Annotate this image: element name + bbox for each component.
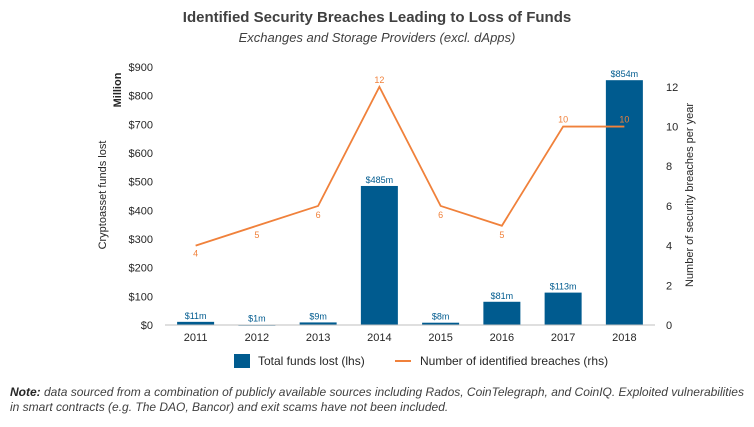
line-value-label: 10	[558, 115, 568, 125]
footnote: Note: data sourced from a combination of…	[10, 385, 750, 415]
line-value-label: 6	[438, 210, 443, 220]
bar	[360, 185, 398, 325]
breaches-line	[195, 84, 625, 247]
bar-value-label: $9m	[309, 311, 327, 321]
line-value-label: 5	[499, 230, 504, 240]
chart-title: Identified Security Breaches Leading to …	[182, 9, 572, 26]
legend-swatch-bars	[234, 354, 250, 368]
bar	[422, 322, 460, 325]
bar-value-label: $113m	[550, 282, 577, 292]
bar-value-label: $1m	[248, 314, 266, 324]
right-tick-label: 2	[666, 280, 672, 292]
line-value-label: 4	[193, 249, 198, 259]
left-tick-label: $100	[129, 291, 153, 303]
chart-canvas: $0 $100 $200 $300 $400 $500 $600 $700 $800 $900 0 2…	[97, 62, 696, 368]
left-tick-label: $600	[129, 148, 153, 160]
bar-value-label: $854m	[611, 69, 639, 79]
legend-label-line: Number of identified breaches (rhs)	[420, 354, 608, 368]
x-tick-label: 2013	[306, 332, 330, 344]
left-tick-label: $200	[129, 263, 153, 275]
chart-subtitle: Exchanges and Storage Providers (excl. d…	[238, 30, 516, 45]
footnote-label: Note:	[10, 385, 41, 399]
right-tick-label: 4	[666, 241, 672, 253]
bar	[483, 301, 521, 325]
x-tick-label: 2018	[612, 332, 636, 344]
bar-value-label: $81m	[491, 291, 514, 301]
right-axis-label: Number of security breaches per year	[684, 103, 696, 287]
left-axis-unit-label: Million	[112, 72, 124, 107]
left-axis-label: Cryptoasset funds lost	[97, 141, 109, 250]
bar	[177, 321, 215, 325]
left-tick-label: $700	[129, 119, 153, 131]
x-tick-label: 2011	[184, 332, 208, 344]
right-tick-label: 0	[666, 320, 672, 332]
left-tick-label: $800	[129, 91, 153, 103]
left-tick-label: $900	[129, 62, 153, 74]
x-tick-label: 2016	[490, 332, 514, 344]
x-tick-label: 2012	[245, 332, 269, 344]
bar	[544, 292, 582, 325]
bar	[605, 80, 643, 325]
left-tick-label: $0	[141, 320, 153, 332]
left-tick-label: $400	[129, 205, 153, 217]
bar-value-label: $8m	[432, 312, 450, 322]
bar-value-label: $11m	[185, 311, 207, 321]
line-value-label: 10	[619, 115, 629, 125]
right-tick-label: 10	[666, 122, 678, 134]
right-tick-label: 6	[666, 201, 672, 213]
legend-label-bars: Total funds lost (lhs)	[258, 354, 365, 368]
left-tick-label: $300	[129, 234, 153, 246]
x-tick-label: 2017	[551, 332, 575, 344]
left-tick-label: $500	[129, 177, 153, 189]
line-value-label: 12	[374, 75, 384, 85]
bar	[299, 322, 337, 325]
right-tick-label: 12	[666, 82, 678, 94]
line-value-label: 5	[254, 230, 259, 240]
x-tick-label: 2015	[428, 332, 452, 344]
x-tick-label: 2014	[367, 332, 391, 344]
line-value-label: 6	[316, 210, 321, 220]
right-tick-label: 8	[666, 161, 672, 173]
footnote-text: data sourced from a combination of publi…	[10, 385, 744, 414]
bar-value-label: $485m	[366, 175, 394, 185]
